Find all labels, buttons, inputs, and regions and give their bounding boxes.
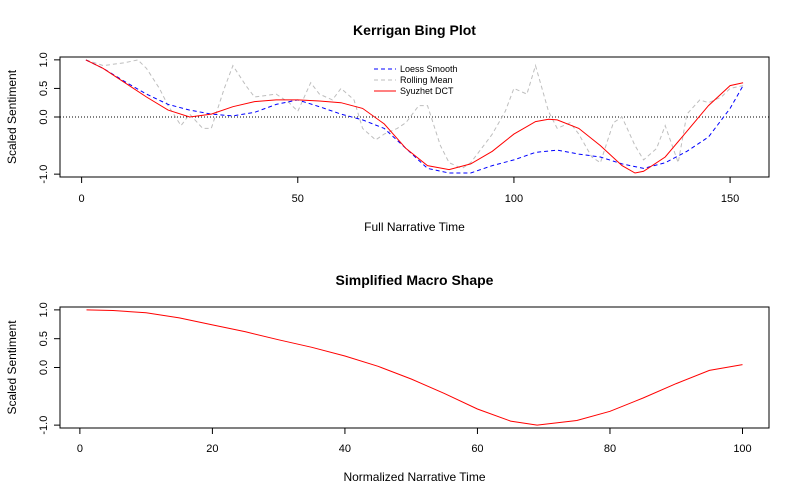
y-tick-label: 0.0 — [38, 360, 50, 375]
x-tick-label: 0 — [79, 193, 85, 205]
legend-entry-syuzhet-dct: Syuzhet DCT — [400, 86, 454, 96]
y-tick-label: 1.0 — [38, 52, 50, 67]
x-tick-label: 150 — [721, 193, 739, 205]
y-tick-label: 1.0 — [38, 302, 50, 317]
chart-kerrigan-bing-plot: Kerrigan Bing Plot 0 50 100 150 -1.0 0.0 0.5 1.0… — [5, 22, 770, 234]
x-axis-label: Normalized Narrative Time — [343, 470, 485, 484]
y-tick-label: 0.0 — [38, 109, 50, 124]
x-tick-label: 0 — [77, 443, 83, 455]
x-tick-label: 80 — [604, 443, 616, 455]
chart-title: Simplified Macro Shape — [336, 272, 494, 288]
plot-frame — [59, 306, 770, 429]
x-axis-label: Full Narrative Time — [364, 220, 465, 234]
y-tick-label: -1.0 — [38, 165, 50, 184]
legend-entry-rolling-mean: Rolling Mean — [400, 75, 453, 85]
x-tick-label: 50 — [292, 193, 304, 205]
series-line-0 — [86, 309, 743, 426]
y-axis-label: Scaled Sentiment — [5, 320, 19, 415]
x-tick-label: 100 — [505, 193, 523, 205]
x-tick-label: 60 — [471, 443, 483, 455]
series-line-syuzhet-dct — [85, 59, 744, 174]
y-tick-label: -1.0 — [38, 416, 50, 435]
chart-simplified-macro-shape: Simplified Macro Shape 0 20 40 60 80 100 -1.0 0.… — [5, 272, 770, 484]
series-line-loess-smooth — [85, 59, 744, 174]
x-tick-label: 100 — [733, 443, 751, 455]
x-tick-label: 40 — [339, 443, 351, 455]
y-tick-label: 0.5 — [38, 331, 50, 346]
series-line-rolling-mean — [85, 59, 744, 169]
y-axis-label: Scaled Sentiment — [5, 69, 19, 164]
x-tick-label: 20 — [206, 443, 218, 455]
chart-title: Kerrigan Bing Plot — [353, 22, 476, 38]
legend-entry-loess-smooth: Loess Smooth — [400, 64, 458, 74]
y-tick-label: 0.5 — [38, 81, 50, 96]
